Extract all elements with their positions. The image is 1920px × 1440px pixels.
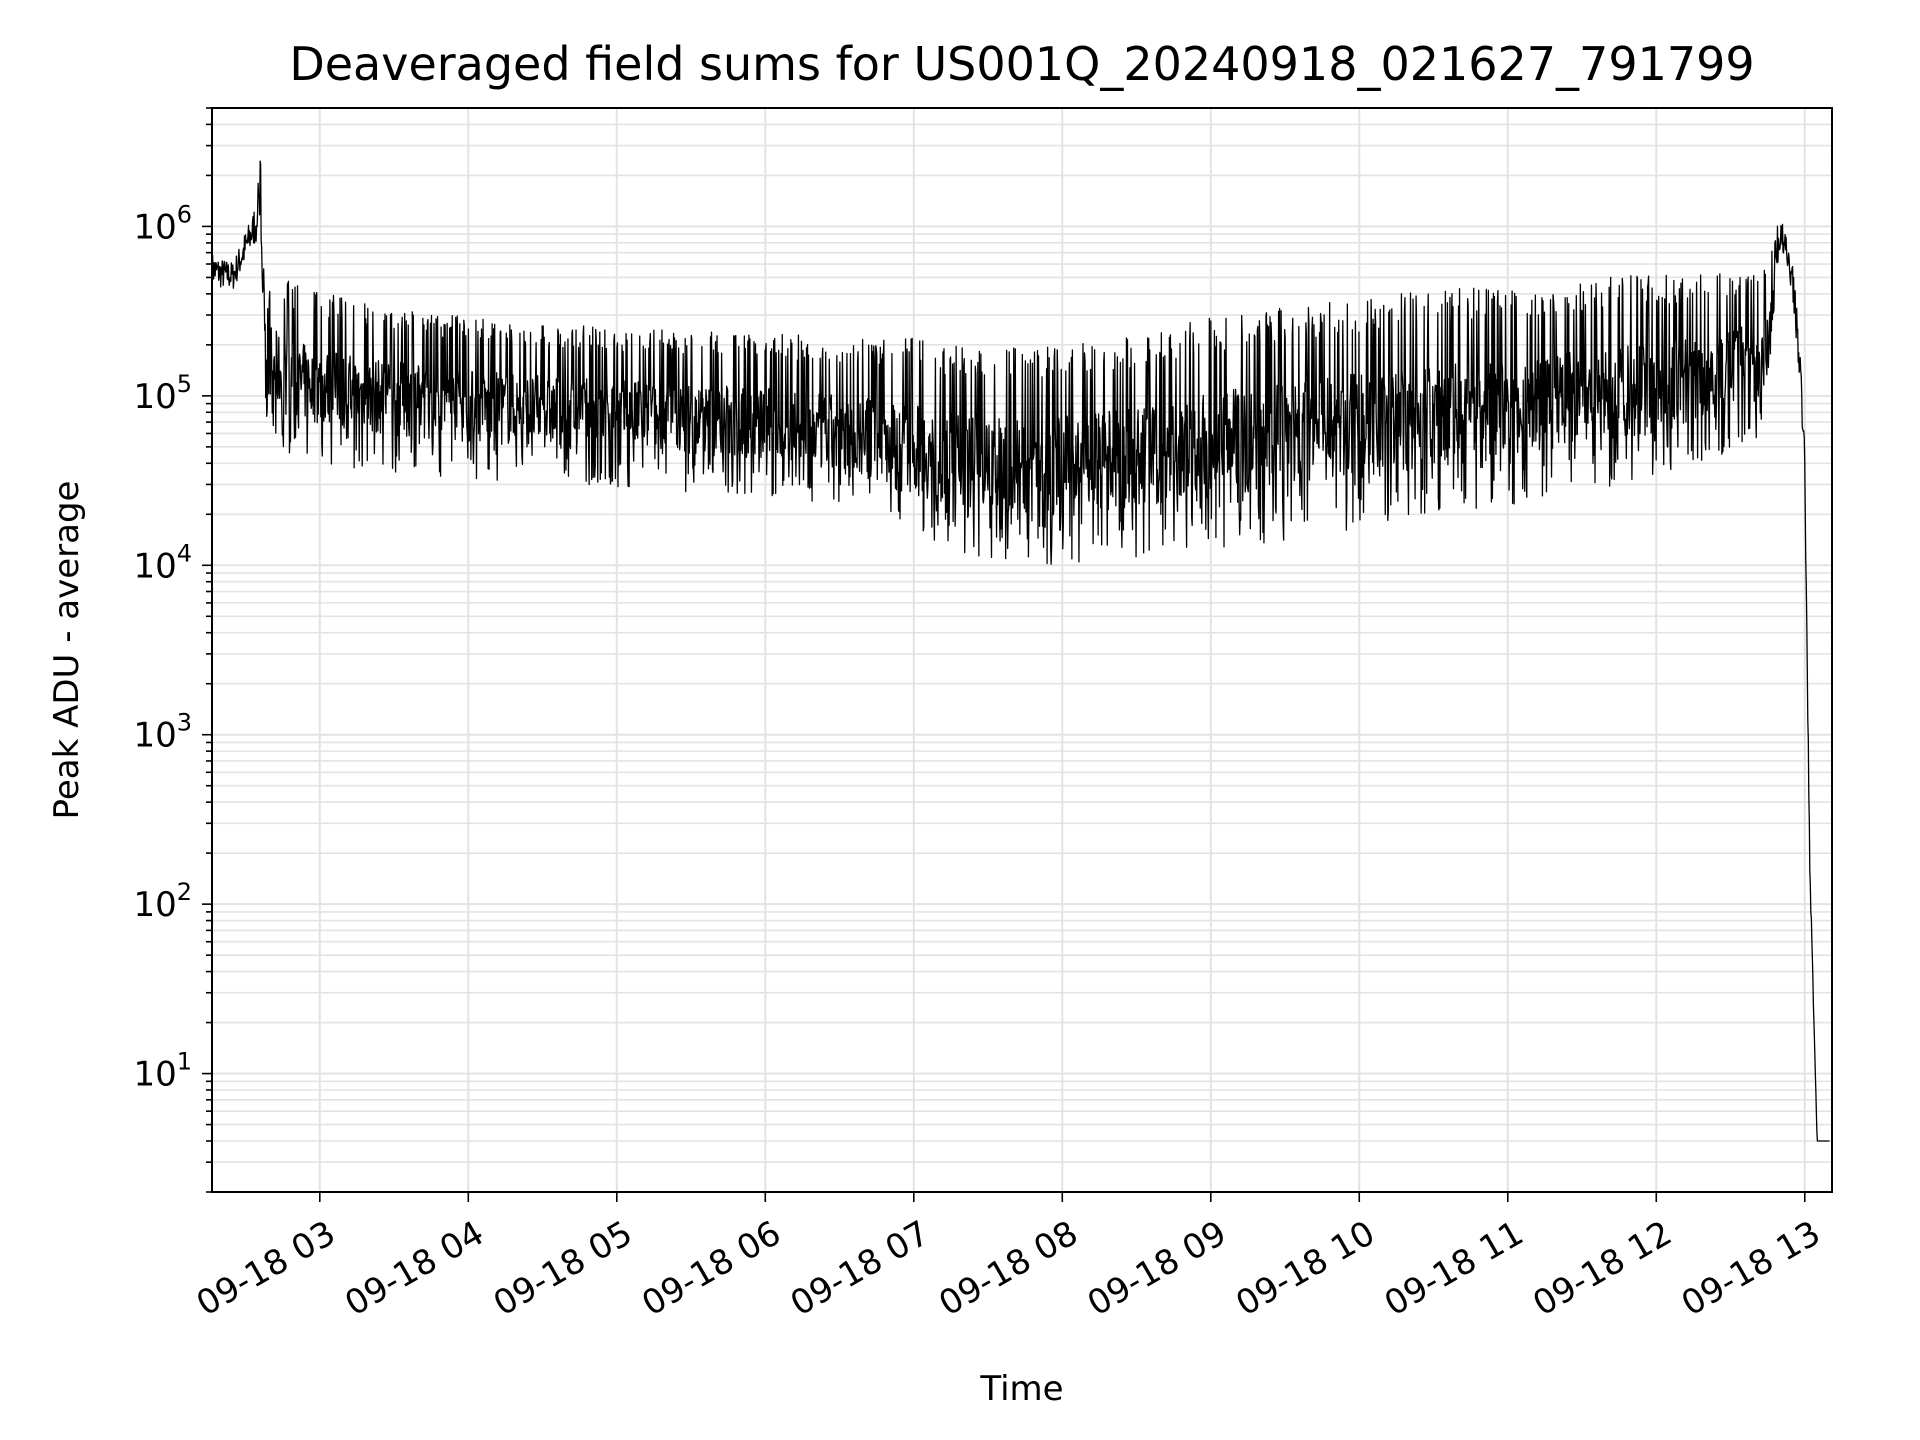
y-tick-exponent: 5: [177, 370, 192, 398]
y-tick-base: 10: [133, 377, 176, 417]
x-axis-label: Time: [979, 1369, 1063, 1409]
chart-title: Deaveraged field sums for US001Q_2024091…: [289, 37, 1754, 91]
grid: [212, 107, 1832, 1193]
y-tick-base: 10: [133, 207, 176, 247]
y-tick-label: 105: [133, 370, 192, 417]
series-line: [211, 160, 1830, 1142]
y-tick-base: 10: [133, 546, 176, 586]
y-tick-label: 102: [133, 878, 192, 925]
y-axis-label: Peak ADU - average: [47, 481, 87, 820]
y-tick-label: 103: [133, 709, 192, 756]
y-tick-label: 101: [133, 1048, 192, 1095]
y-tick-label: 106: [133, 200, 192, 247]
y-tick-exponent: 1: [177, 1048, 192, 1076]
y-tick-exponent: 3: [177, 709, 192, 737]
y-tick-exponent: 2: [177, 878, 192, 906]
y-tick-exponent: 4: [177, 539, 192, 567]
series-line-path: [211, 160, 1830, 1142]
y-tick-base: 10: [133, 1055, 176, 1095]
y-tick-label: 104: [133, 539, 192, 586]
y-tick-base: 10: [133, 885, 176, 925]
y-tick-exponent: 6: [177, 200, 192, 228]
plot-frame: [211, 107, 1833, 1193]
y-tick-base: 10: [133, 716, 176, 756]
